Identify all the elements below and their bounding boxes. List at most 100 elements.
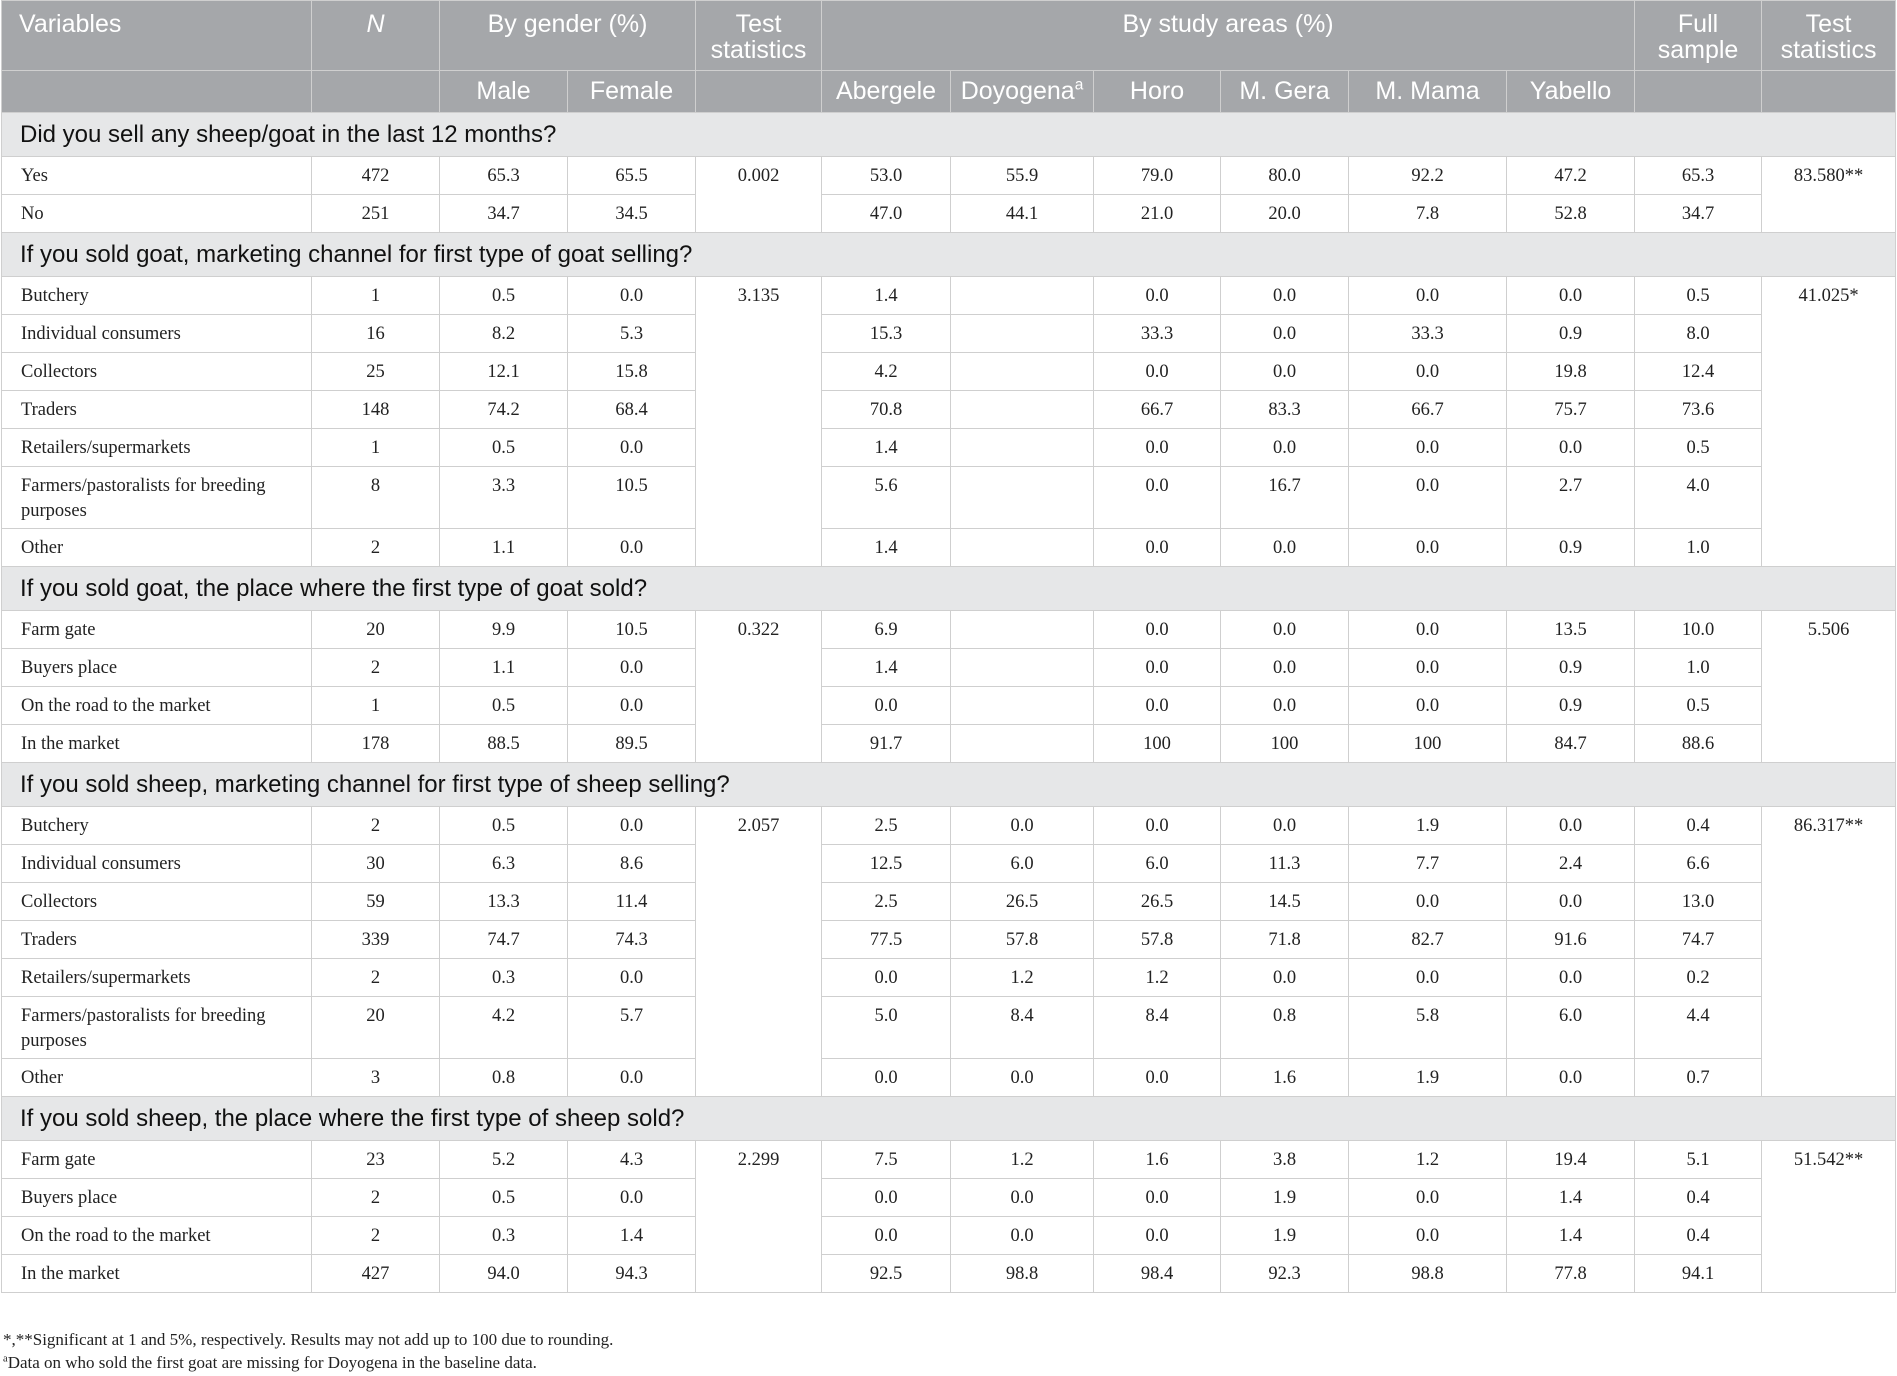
cell-male: 65.3 — [439, 156, 568, 195]
row-label: Farmers/pastoralists for breeding purpos… — [1, 996, 312, 1059]
cell-female: 5.3 — [566, 314, 697, 353]
cell-male: 3.3 — [439, 466, 568, 529]
table-row: On the road to the market 2 0.3 1.4 0.0 0.0 0.… — [1, 1216, 1896, 1255]
header-doyogena-label: Doyogena — [960, 77, 1075, 105]
area-test-statistic: 5.506 — [1761, 610, 1897, 763]
cell-horo: 0.0 — [1093, 466, 1222, 529]
table-row: Traders 148 74.2 68.4 70.8 66.7 83.3 66.7 75.7 73… — [1, 390, 1896, 429]
cell-m-gera: 1.9 — [1220, 1178, 1350, 1217]
table-row: Yes 472 65.3 65.5 0.002 53.0 55.9 79.0 80.0 92.2 4… — [1, 156, 1897, 233]
header-blank — [695, 70, 823, 113]
cell-m-gera: 0.8 — [1220, 996, 1350, 1059]
row-label: Collectors — [1, 882, 312, 921]
cell-m-gera: 16.7 — [1220, 466, 1350, 529]
cell-abergele: 4.2 — [821, 352, 952, 391]
cell-yabello: 0.9 — [1506, 314, 1636, 353]
cell-full: 0.5 — [1634, 428, 1763, 467]
section-row: If you sold sheep, the place where the f… — [0, 1096, 1897, 1141]
cell-m-gera: 1.6 — [1220, 1058, 1350, 1097]
header-m-mama: M. Mama — [1348, 70, 1508, 113]
cell-full: 65.3 — [1634, 156, 1763, 195]
cell-doyogena: 1.2 — [950, 958, 1095, 997]
cell-n: 2 — [311, 1178, 440, 1217]
cell-n: 16 — [311, 314, 440, 353]
area-test-statistic: 51.542** — [1761, 1140, 1897, 1293]
table-row: Retailers/supermarkets 2 0.3 0.0 0.0 1.2 1.2 0.… — [1, 958, 1896, 997]
cell-horo: 0.0 — [1093, 528, 1222, 567]
section-title: If you sold sheep, marketing channel for… — [0, 762, 1897, 807]
cell-m-gera: 0.0 — [1220, 958, 1350, 997]
cell-yabello: 2.7 — [1506, 466, 1636, 529]
cell-m-gera: 0.0 — [1220, 648, 1350, 687]
cell-yabello: 47.2 — [1506, 156, 1636, 195]
cell-m-mama: 1.2 — [1348, 1140, 1508, 1179]
header-horo: Horo — [1093, 70, 1222, 113]
cell-horo: 66.7 — [1093, 390, 1222, 429]
cell-full: 10.0 — [1634, 610, 1763, 649]
table-row: Buyers place 2 1.1 0.0 1.4 0.0 0.0 0.0 0.9 1.0 — [1, 648, 1896, 687]
cell-abergele: 0.0 — [821, 958, 952, 997]
section-row: Did you sell any sheep/goat in the last … — [0, 112, 1897, 157]
header-doyogena: Doyogenaa — [950, 70, 1095, 113]
cell-doyogena — [950, 466, 1095, 529]
cell-female: 1.4 — [566, 1216, 697, 1255]
cell-n: 20 — [311, 610, 440, 649]
header-blank — [311, 70, 440, 113]
cell-n: 59 — [311, 882, 440, 921]
cell-horo: 0.0 — [1093, 610, 1222, 649]
cell-horo: 26.5 — [1093, 882, 1222, 921]
cell-yabello: 0.0 — [1506, 428, 1636, 467]
cell-doyogena — [950, 648, 1095, 687]
row-label: Yes — [1, 156, 312, 195]
cell-yabello: 19.8 — [1506, 352, 1636, 391]
cell-abergele: 0.0 — [821, 686, 952, 725]
cell-m-gera: 0.0 — [1220, 686, 1350, 725]
cell-female: 10.5 — [566, 610, 697, 649]
footnote-doyogena: aData on who sold the first goat are mis… — [3, 1351, 613, 1374]
gender-test-statistic: 2.299 — [695, 1140, 823, 1293]
cell-m-mama: 82.7 — [1348, 920, 1508, 959]
cell-full: 12.4 — [1634, 352, 1763, 391]
footnotes: *,**Significant at 1 and 5%, respectivel… — [3, 1328, 613, 1374]
cell-doyogena: 0.0 — [950, 1216, 1095, 1255]
table-row: Buyers place 2 0.5 0.0 0.0 0.0 0.0 1.9 0.0 1.4 0.4 — [1, 1178, 1896, 1217]
cell-abergele: 0.0 — [821, 1216, 952, 1255]
row-label: Other — [1, 1058, 312, 1097]
cell-yabello: 13.5 — [1506, 610, 1636, 649]
cell-m-gera: 1.9 — [1220, 1216, 1350, 1255]
cell-doyogena: 57.8 — [950, 920, 1095, 959]
cell-horo: 98.4 — [1093, 1254, 1222, 1293]
cell-male: 13.3 — [439, 882, 568, 921]
cell-female: 0.0 — [566, 428, 697, 467]
cell-abergele: 91.7 — [821, 724, 952, 763]
table-row: Collectors 59 13.3 11.4 2.5 26.5 26.5 14.5 0.0 0.… — [1, 882, 1896, 921]
row-label: Buyers place — [1, 1178, 312, 1217]
cell-n: 2 — [311, 806, 440, 845]
cell-abergele: 7.5 — [821, 1140, 952, 1179]
table-header: Variables N By gender (%) Test statistic… — [1, 0, 1897, 113]
cell-m-gera: 0.0 — [1220, 428, 1350, 467]
cell-doyogena: 8.4 — [950, 996, 1095, 1059]
cell-female: 0.0 — [566, 528, 697, 567]
cell-m-mama: 0.0 — [1348, 648, 1508, 687]
header-by-study-areas: By study areas (%) — [821, 0, 1636, 71]
row-label: Farm gate — [1, 610, 312, 649]
cell-doyogena: 55.9 — [950, 156, 1095, 195]
cell-full: 0.5 — [1634, 686, 1763, 725]
cell-full: 0.2 — [1634, 958, 1763, 997]
cell-abergele: 12.5 — [821, 844, 952, 883]
section-row: If you sold goat, marketing channel for … — [0, 232, 1897, 277]
cell-m-gera: 0.0 — [1220, 276, 1350, 315]
cell-yabello: 6.0 — [1506, 996, 1636, 1059]
cell-abergele: 15.3 — [821, 314, 952, 353]
cell-male: 34.7 — [439, 194, 568, 233]
cell-yabello: 0.9 — [1506, 528, 1636, 567]
table-row: Individual consumers 30 6.3 8.6 12.5 6.0 6.0 11… — [1, 844, 1896, 883]
cell-doyogena — [950, 276, 1095, 315]
area-test-statistic: 83.580** — [1761, 156, 1897, 233]
cell-male: 4.2 — [439, 996, 568, 1059]
cell-abergele: 6.9 — [821, 610, 952, 649]
cell-female: 10.5 — [566, 466, 697, 529]
cell-m-mama: 0.0 — [1348, 466, 1508, 529]
cell-female: 0.0 — [566, 958, 697, 997]
